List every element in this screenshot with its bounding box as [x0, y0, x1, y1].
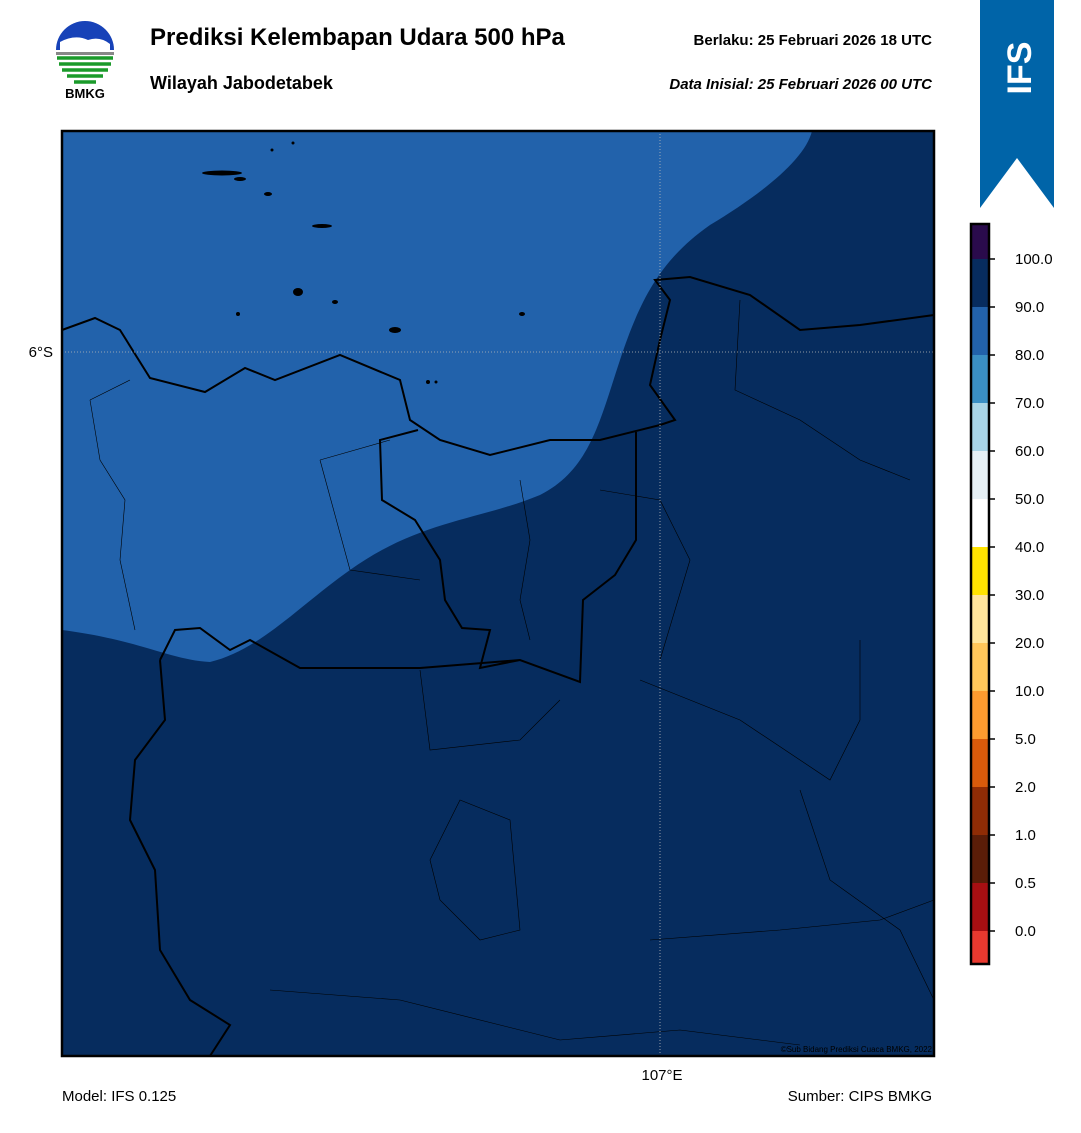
colorbar-label: 5.0 [1015, 731, 1036, 748]
colorbar-label: 60.0 [1015, 443, 1044, 460]
source: Sumber: CIPS BMKG [788, 1088, 932, 1105]
colorbar-segment [971, 883, 989, 931]
colorbar-segment [971, 787, 989, 835]
valid-time: Berlaku: 25 Februari 2026 18 UTC [694, 32, 933, 49]
colorbar-label: 0.0 [1015, 923, 1036, 940]
colorbar-segment [971, 739, 989, 787]
init-time: Data Inisial: 25 Februari 2026 00 UTC [669, 76, 933, 93]
colorbar-label: 1.0 [1015, 827, 1036, 844]
colorbar-label: 100.0 [1015, 251, 1053, 268]
colorbar-label: 50.0 [1015, 491, 1044, 508]
colorbar-segment [971, 547, 989, 595]
colorbar-label: 30.0 [1015, 587, 1044, 604]
colorbar-label: 20.0 [1015, 635, 1044, 652]
colorbar-segment [971, 307, 989, 355]
colorbar-segment [971, 355, 989, 403]
colorbar-segment [971, 691, 989, 739]
colorbar-segment [971, 451, 989, 499]
colorbar-label: 2.0 [1015, 779, 1036, 796]
colorbar-label: 90.0 [1015, 299, 1044, 316]
colorbar-segment [971, 224, 989, 259]
title: Prediksi Kelembapan Udara 500 hPa [150, 24, 566, 51]
colorbar-segment [971, 643, 989, 691]
map: ©Sub Bidang Prediksi Cuaca BMKG, 2022 [60, 129, 936, 1058]
copyright: ©Sub Bidang Prediksi Cuaca BMKG, 2022 [781, 1045, 933, 1054]
colorbar-label: 0.5 [1015, 875, 1036, 892]
colorbar-segment [971, 835, 989, 883]
colorbar-segment [971, 499, 989, 547]
badge-text: IFS [1001, 42, 1039, 95]
colorbar-label: 40.0 [1015, 539, 1044, 556]
lon-label: 107°E [641, 1067, 682, 1084]
logo: BMKG [56, 21, 114, 101]
colorbar: 0.0 0.5 1.0 2.0 5.0 10.0 20.0 30.0 40.0 50.0 60.0 7… [969, 222, 1053, 966]
subtitle: Wilayah Jabodetabek [150, 73, 334, 93]
colorbar-segment [971, 259, 989, 307]
model: Model: IFS 0.125 [62, 1088, 176, 1105]
logo-text: BMKG [65, 86, 105, 101]
colorbar-label: 10.0 [1015, 683, 1044, 700]
colorbar-label: 70.0 [1015, 395, 1044, 412]
colorbar-segment [971, 595, 989, 643]
colorbar-label: 80.0 [1015, 347, 1044, 364]
colorbar-segment [971, 403, 989, 451]
colorbar-segment [971, 931, 989, 964]
colorbar-frame [969, 222, 991, 966]
lat-label: 6°S [29, 344, 53, 361]
badge: IFS [980, 0, 1054, 208]
